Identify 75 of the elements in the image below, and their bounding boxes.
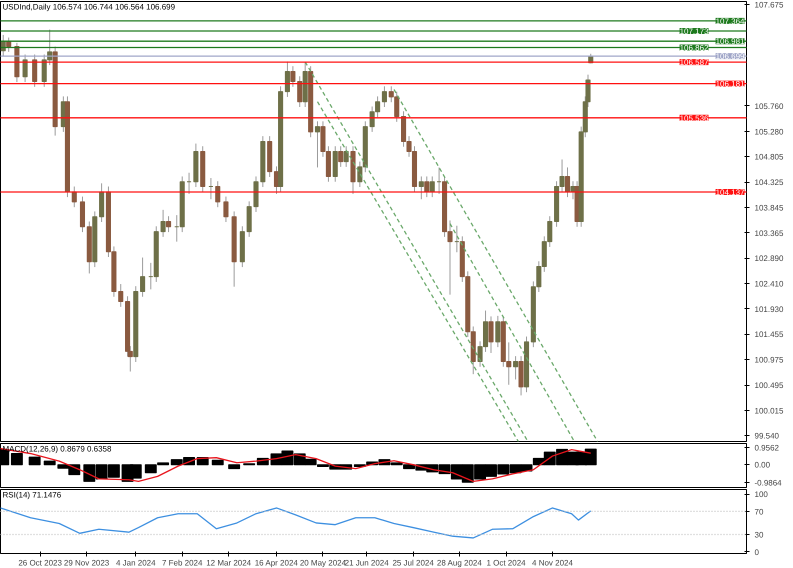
candlestick [338,146,344,168]
ref-line-label: 106.699 [716,52,746,62]
x-tick-label: 28 Aug 2024 [436,558,482,568]
candlestick [22,54,28,83]
candlestick [284,60,290,98]
bar [10,453,23,466]
x-tick-label: 4 Nov 2024 [532,558,574,568]
y-tick-label: 0 [754,548,760,557]
y-tick-label: 101.455 [754,330,784,340]
y-tick-label: 100.495 [754,381,784,390]
candlestick [382,86,387,108]
bar [228,464,240,470]
candlestick [314,120,320,168]
candlestick [424,176,430,198]
candlestick [166,216,172,233]
chart-title: USDInd,Daily 106.574 106.744 106.564 106.699 [2,2,176,12]
candlestick [215,180,220,208]
line-series [0,507,592,539]
candlestick [564,166,570,198]
candlestick [418,176,424,200]
y-tick-label: 30 [754,530,764,540]
x-tick-label: 1 Oct 2024 [486,558,526,568]
x-tick-label: 29 Nov 2023 [64,558,110,568]
candlestick [118,284,124,308]
ref-line-label: 107.173 [680,27,710,36]
candlestick [72,186,77,208]
y-tick-label: 100.015 [754,406,784,416]
y-tick-label: 103.365 [754,228,784,238]
line-series [0,448,592,482]
y-tick-label: 107.675 [754,0,784,10]
candlestick [140,257,146,298]
candlestick [32,54,38,88]
ref-line-label: 106.587 [680,58,710,68]
y-tick-label: 104.805 [754,152,784,162]
y-tick-label: 70 [754,507,764,516]
y-tick-label: 101.930 [754,304,784,314]
y-tick-label: 0.9562 [754,444,780,453]
candlestick [290,66,296,88]
ref-line-label: 106.181 [716,80,746,89]
ref-line-label: 107.364 [716,16,746,26]
candlestick [344,146,349,168]
ref-line-label: 106.981 [716,37,746,46]
bar [28,456,41,466]
y-tick-label: 0.00 [754,460,771,470]
ref-line-label: 105.536 [680,114,710,123]
x-tick-label: 7 Feb 2024 [162,558,204,568]
x-tick-label: 20 May 2024 [300,558,347,568]
y-tick-label: 104.325 [754,178,784,188]
candlestick [223,196,228,223]
ref-line-label: 104.137 [716,188,746,197]
y-tick-label: 99.540 [754,432,780,441]
candlestick [488,316,494,354]
y-tick-label: 105.760 [754,102,784,111]
candlestick [297,76,302,108]
candlestick [430,176,435,198]
x-tick-label: 25 Jul 2024 [392,558,434,568]
y-tick-label: 100.975 [754,356,784,365]
x-tick-label: 21 Jun 2024 [344,558,390,568]
ref-line-label: 106.862 [680,44,710,53]
chart-title: RSI(14) 71.1476 [2,490,62,500]
y-tick-label: -0.9864 [754,478,782,488]
bar [44,460,56,466]
candlestick [495,315,500,348]
x-tick-label: 12 Mar 2024 [206,558,252,568]
x-tick-label: 16 Apr 2024 [254,558,298,568]
x-tick-label: 4 Jan 2024 [116,558,156,568]
y-tick-label: 102.890 [754,254,784,264]
y-tick-label: 100 [754,490,768,500]
bar [212,460,224,466]
candlestick [0,34,6,57]
y-tick-label: 102.410 [754,280,784,289]
x-tick-label: 26 Oct 2023 [18,558,62,568]
y-tick-label: 105.280 [754,127,784,136]
candlestick [513,356,518,380]
y-tick-label: 103.845 [754,203,784,212]
